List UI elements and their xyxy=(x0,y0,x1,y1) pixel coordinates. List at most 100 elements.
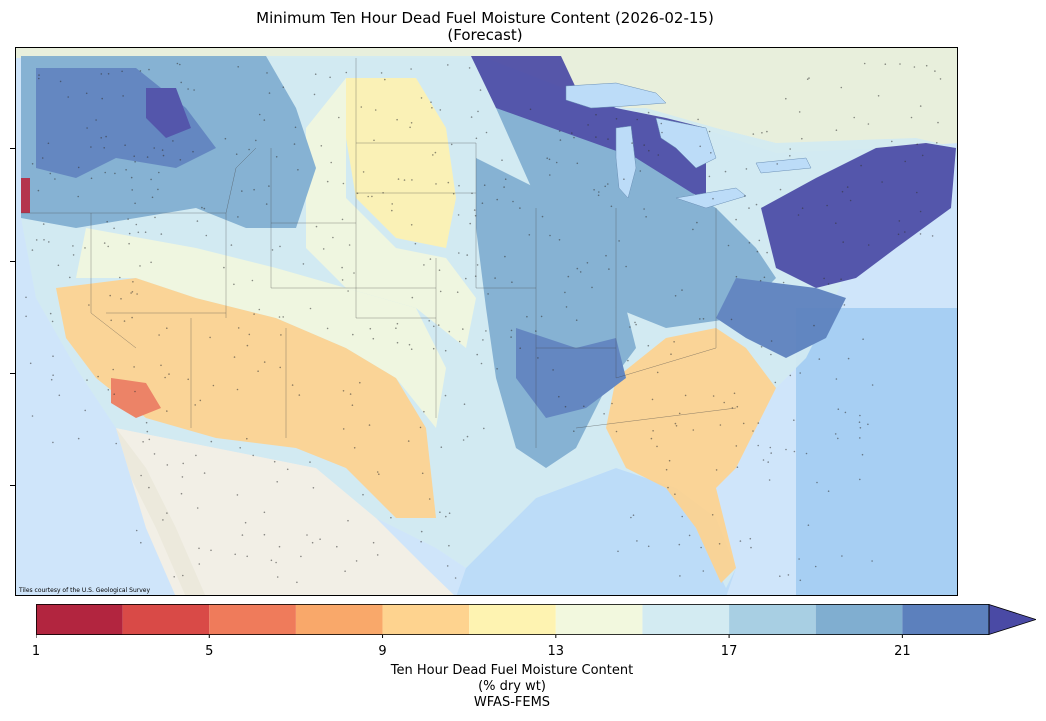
station-dot xyxy=(827,490,830,493)
station-dot xyxy=(715,469,718,471)
station-dot xyxy=(750,546,752,549)
station-dot xyxy=(919,233,922,235)
map-panel[interactable] xyxy=(15,47,958,596)
station-dot xyxy=(853,116,855,119)
station-dot xyxy=(291,384,294,386)
station-dot xyxy=(420,97,423,99)
y-axis-tick xyxy=(10,261,15,262)
station-dot xyxy=(768,479,771,481)
colorbar-tick-label: 5 xyxy=(205,644,214,659)
station-dot xyxy=(673,341,675,343)
station-dot xyxy=(727,244,730,247)
station-dot xyxy=(757,422,760,424)
station-dot xyxy=(374,109,377,111)
station-dot xyxy=(452,192,455,195)
lake-ontario xyxy=(755,157,812,174)
station-dot xyxy=(748,207,750,209)
station-dot xyxy=(182,462,184,465)
station-dot xyxy=(160,364,162,367)
colorbar-bin xyxy=(729,604,816,635)
station-dot xyxy=(153,453,156,455)
station-dot xyxy=(25,296,27,299)
station-dot xyxy=(871,560,873,562)
station-dot xyxy=(133,366,135,368)
station-dot xyxy=(252,454,254,457)
station-dot xyxy=(139,265,141,267)
station-dot xyxy=(48,241,50,243)
station-dot xyxy=(115,442,117,445)
station-dot xyxy=(916,143,918,146)
station-dot xyxy=(692,228,694,231)
station-dot xyxy=(463,403,466,406)
station-dot xyxy=(573,430,575,433)
station-dot xyxy=(485,131,488,134)
station-dot xyxy=(863,62,866,65)
station-dot xyxy=(712,197,714,200)
station-dot xyxy=(679,575,681,577)
station-dot xyxy=(487,293,489,295)
station-dot xyxy=(410,224,413,226)
station-dot xyxy=(931,235,934,237)
station-dot xyxy=(410,122,413,124)
gulf-water xyxy=(456,468,736,595)
station-dot xyxy=(797,214,800,216)
station-dot xyxy=(241,190,243,192)
station-dot xyxy=(104,171,106,174)
station-dot xyxy=(275,561,277,564)
station-dot xyxy=(548,158,551,161)
station-dot xyxy=(106,220,108,223)
station-dot xyxy=(236,494,239,496)
station-dot xyxy=(936,142,938,144)
station-dot xyxy=(723,401,725,404)
station-dot xyxy=(480,362,483,365)
station-dot xyxy=(564,405,567,408)
station-dot xyxy=(446,565,449,567)
station-dot xyxy=(466,435,469,438)
station-dot xyxy=(916,191,918,194)
station-dot xyxy=(558,395,560,398)
station-dot xyxy=(937,121,939,124)
station-dot xyxy=(475,137,478,140)
station-dot xyxy=(376,554,379,556)
station-dot xyxy=(210,549,212,552)
station-dot xyxy=(807,524,810,526)
station-dot xyxy=(179,159,182,161)
station-dot xyxy=(466,254,469,256)
plains-yellow xyxy=(346,78,456,248)
station-dot xyxy=(276,481,279,483)
station-dot xyxy=(808,77,810,79)
station-dot xyxy=(648,149,650,152)
station-dot xyxy=(692,429,695,431)
y-axis-tick xyxy=(10,148,15,149)
station-dot xyxy=(203,472,206,474)
colorbar-source: WFAS-FEMS xyxy=(473,695,551,710)
station-dot xyxy=(131,291,134,293)
station-dot xyxy=(859,478,861,481)
station-dot xyxy=(341,218,344,221)
station-dot xyxy=(674,493,676,496)
station-dot xyxy=(766,130,768,133)
station-dot xyxy=(774,381,777,384)
station-dot xyxy=(623,178,625,180)
station-dot xyxy=(103,242,106,244)
station-dot xyxy=(823,277,825,280)
station-dot xyxy=(919,210,922,213)
station-dot xyxy=(132,281,134,283)
station-dot xyxy=(246,437,248,440)
station-dot xyxy=(843,304,846,306)
station-dot xyxy=(661,131,663,134)
station-dot xyxy=(235,153,238,155)
station-dot xyxy=(458,340,461,343)
station-dot xyxy=(273,460,276,463)
station-dot xyxy=(348,244,351,246)
station-dot xyxy=(342,428,345,430)
station-dot xyxy=(107,245,109,248)
station-dot xyxy=(148,68,150,71)
station-dot xyxy=(298,394,301,396)
station-dot xyxy=(38,74,40,76)
station-dot xyxy=(579,271,582,273)
station-dot xyxy=(336,545,338,548)
station-dot xyxy=(458,252,460,254)
station-dot xyxy=(439,290,442,293)
station-dot xyxy=(496,368,498,370)
